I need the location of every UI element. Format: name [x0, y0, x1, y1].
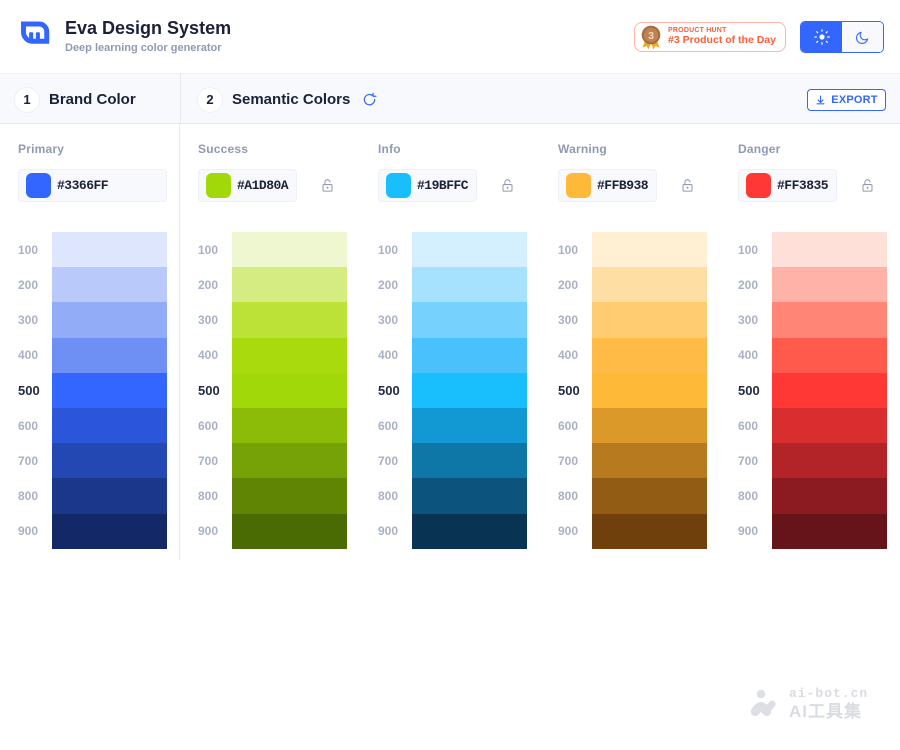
- svg-text:3: 3: [648, 30, 654, 42]
